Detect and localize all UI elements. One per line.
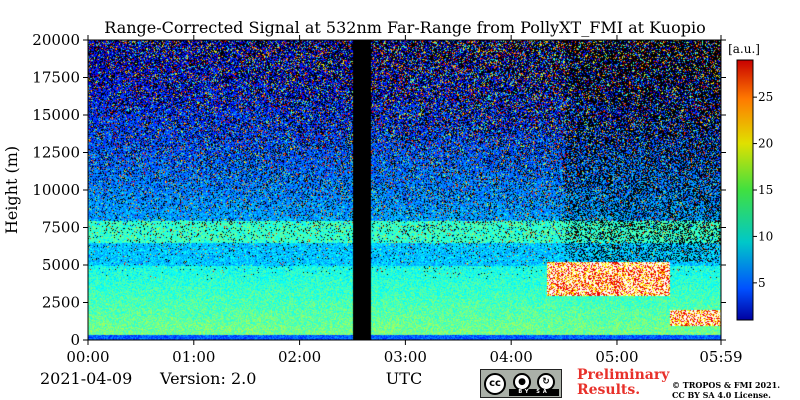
plot-area	[88, 40, 721, 340]
y-tick-label: 5000	[42, 256, 80, 274]
x-tick-label: 04:00	[490, 348, 533, 366]
colorbar	[736, 59, 754, 321]
preliminary-notice: Preliminary Results.	[577, 368, 669, 398]
x-axis-label: UTC	[386, 369, 422, 388]
x-tick-label: 05:00	[595, 348, 638, 366]
y-axis-label: Height (m)	[2, 146, 21, 234]
y-tick-label: 15000	[32, 106, 80, 124]
preliminary-line-1: Preliminary	[577, 367, 670, 383]
x-tick-label: 02:00	[278, 348, 321, 366]
license-strip: BY SA	[509, 389, 559, 396]
y-tick-label: 10000	[32, 181, 80, 199]
y-tick-label: 2500	[42, 294, 80, 312]
footer-date: 2021-04-09	[40, 369, 133, 388]
preliminary-line-2: Results.	[577, 382, 641, 398]
colorbar-tick-label: 20	[758, 137, 773, 151]
copyright-line-1: © TROPOS & FMI 2021.	[672, 380, 781, 390]
x-axis: 00:00 01:00 02:00 03:00 04:00 05:00 05:59	[66, 35, 743, 366]
colorbar-ticks: 5 10 15 20 25	[753, 90, 773, 290]
chart-title: Range-Corrected Signal at 532nm Far-Rang…	[104, 18, 705, 37]
colorbar-tick-label: 25	[758, 90, 773, 104]
y-tick-label: 17500	[32, 69, 80, 87]
copyright-line-2: CC BY SA 4.0 License.	[672, 390, 771, 400]
license-badge: cc ● ↻ BY SA	[480, 369, 562, 398]
colorbar-tick-label: 15	[758, 183, 773, 197]
y-tick-label: 12500	[32, 144, 80, 162]
footer-version: Version: 2.0	[160, 369, 257, 388]
colorbar-tick-label: 5	[758, 276, 766, 290]
colorbar-tick-label: 10	[758, 229, 773, 243]
y-axis: 0 2500 5000 7500 10000 12500 15000 17500 20000	[32, 31, 726, 349]
signal-heatmap	[88, 40, 721, 340]
copyright-notice: © TROPOS & FMI 2021. CC BY SA 4.0 Licens…	[672, 380, 780, 400]
x-tick-label: 03:00	[384, 348, 427, 366]
cc-icon: cc	[484, 373, 506, 395]
x-tick-label: 05:59	[699, 348, 742, 366]
y-tick-label: 20000	[32, 31, 80, 49]
y-tick-label: 7500	[42, 219, 80, 237]
colorbar-label: [a.u.]	[728, 42, 760, 56]
x-tick-label: 01:00	[172, 348, 215, 366]
x-tick-label: 00:00	[66, 348, 109, 366]
y-tick-label: 0	[70, 331, 80, 349]
